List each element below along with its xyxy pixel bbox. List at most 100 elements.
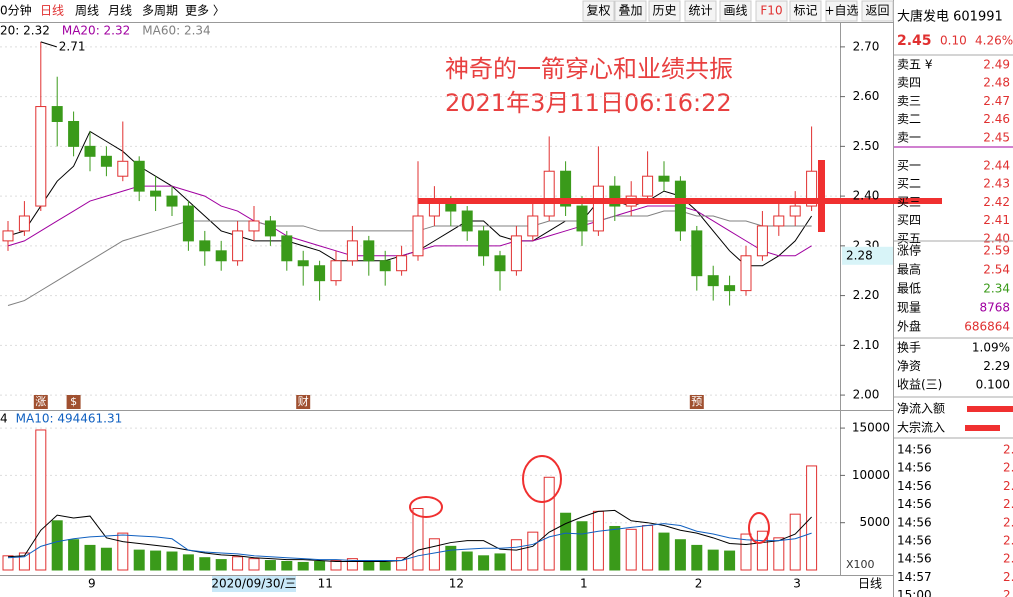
candle-body [478, 230, 490, 257]
candle-body [592, 185, 604, 232]
tick-price: 2. [1003, 497, 1013, 511]
order-label: 卖五 ¥ [897, 58, 933, 72]
toolbar-button-label[interactable]: 历史 [652, 4, 676, 18]
tick-price: 2. [1003, 570, 1013, 584]
toolbar-button[interactable] [825, 0, 858, 22]
x-tick-label: 2 [695, 577, 703, 591]
candle-body [330, 260, 342, 282]
x-tick-label: 3 [793, 577, 801, 591]
toolbar-button-label[interactable]: +自选 [824, 4, 858, 18]
toolbar-button-label[interactable]: 返回 [865, 4, 889, 18]
volume-bar [117, 532, 129, 571]
volume-bar [232, 556, 244, 571]
volume-bar [461, 551, 473, 571]
candle-body [264, 220, 276, 237]
event-marker: $ [70, 395, 77, 408]
change-pct: 4.26% [975, 34, 1013, 48]
toolbar-button-label[interactable]: 标记 [793, 4, 817, 18]
candle-body [35, 106, 47, 207]
stat-label: 外盘 [897, 319, 921, 334]
stat-value: 686864 [964, 320, 1010, 334]
y-tick-label: 2.50 [853, 139, 880, 153]
flow-bar [965, 425, 1000, 431]
toolbar-button-label[interactable]: 画线 [723, 4, 747, 18]
volume-bar [396, 557, 408, 571]
stat-label: 最高 [897, 262, 921, 277]
period-tab[interactable]: 多周期 [142, 4, 178, 18]
order-label: 买一 [897, 159, 921, 173]
candle-body [379, 260, 391, 272]
period-tab[interactable]: 日线 [40, 4, 64, 18]
highlight-circle [409, 496, 443, 518]
toolbar-button[interactable] [719, 0, 752, 22]
toolbar-button-label[interactable]: 复权 [586, 4, 610, 18]
period-tab[interactable]: 更多 〉 [185, 4, 225, 18]
candle-body [396, 255, 408, 272]
tick-price: 2. [1003, 461, 1013, 475]
order-label: 卖三 [897, 94, 921, 108]
legend-entry: MA20: 2.32 [62, 24, 130, 38]
candle-body [84, 145, 96, 157]
period-tab[interactable]: 周线 [75, 4, 99, 18]
volume-bar [281, 560, 293, 571]
volume-bar [199, 557, 211, 571]
volume-bar [658, 532, 670, 571]
volume-bar [543, 476, 555, 571]
volume-bar [133, 549, 145, 571]
order-price: 2.46 [983, 112, 1010, 126]
candle-body [199, 240, 211, 252]
order-label: 买二 [897, 177, 921, 191]
toolbar-button-label[interactable]: 叠加 [618, 4, 642, 18]
order-price: 2.47 [983, 94, 1010, 108]
volume-bar [18, 552, 30, 571]
volume-bar [150, 550, 162, 571]
toolbar-button[interactable] [684, 0, 717, 22]
candle-body [314, 265, 326, 282]
toolbar-button[interactable] [648, 0, 681, 22]
toolbar-button-label[interactable]: 统计 [688, 4, 712, 18]
toolbar-button[interactable] [789, 0, 822, 22]
candle-body [674, 180, 686, 232]
flow-bar [967, 406, 1013, 412]
toolbar-button[interactable] [861, 0, 894, 22]
candle-body [182, 205, 194, 242]
toolbar-button-label[interactable]: F10 [760, 4, 782, 18]
event-marker-box [33, 395, 48, 409]
order-price: 2.42 [983, 195, 1010, 209]
event-marker: 预 [691, 395, 702, 408]
tick-price: 2. [1003, 479, 1013, 493]
candle-body [51, 106, 63, 122]
toolbar-button[interactable] [582, 0, 615, 22]
period-tab[interactable]: 0分钟 [0, 3, 32, 18]
tick-time: 14:56 [897, 534, 932, 548]
annotation: 2021年3月11日06:16:22 [445, 89, 732, 117]
order-price: 2.40 [983, 231, 1010, 245]
order-price: 2.48 [983, 76, 1010, 90]
candle-body [691, 230, 703, 277]
highlight-circle [748, 512, 770, 544]
tick-price: 2. [1003, 552, 1013, 566]
volume-bar [363, 560, 375, 571]
toolbar-button[interactable] [755, 0, 788, 22]
toolbar-button[interactable] [614, 0, 647, 22]
volume-bar [330, 560, 342, 571]
y-tick-label: 2.20 [853, 288, 880, 302]
last-price: 2.45 [897, 33, 932, 49]
volume-bar [806, 465, 818, 571]
stat-value: 0.100 [976, 378, 1010, 392]
period-tab[interactable]: 月线 [108, 4, 132, 18]
event-marker-box [296, 395, 311, 409]
candle-body [232, 230, 244, 262]
volume-bar [773, 537, 785, 571]
candle-body [740, 255, 752, 292]
volume-bar [592, 510, 604, 571]
candle-body [543, 170, 555, 217]
legend-entry: 4 [0, 412, 8, 426]
current-price-label: 2.28 [846, 248, 873, 262]
x-tick-label: 1 [580, 577, 588, 591]
tick-time: 14:56 [897, 497, 932, 511]
order-price: 2.45 [983, 130, 1010, 144]
volume-bar [707, 549, 719, 571]
volume-bar [2, 555, 14, 571]
volume-bar [576, 521, 588, 571]
